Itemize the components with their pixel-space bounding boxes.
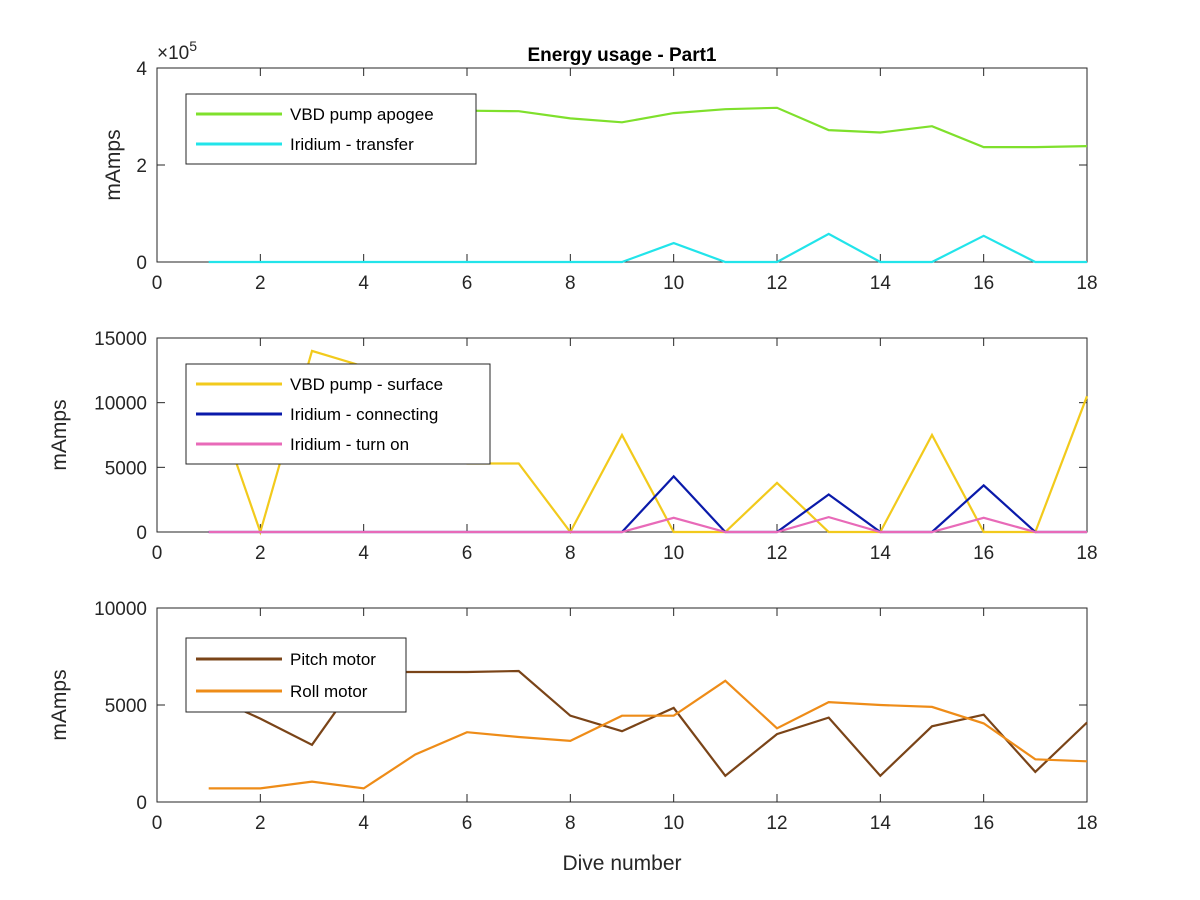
x-tick-label: 8 [565, 273, 576, 294]
y-tick-label: 10000 [94, 394, 147, 415]
subplot-3: 0 2 4 6 8 10 12 14 16 18 0 5000 10000 mAmps Dive numbe… [48, 599, 1098, 875]
x-tick-label: 4 [358, 543, 369, 564]
legend: Pitch motor Roll motor [185, 637, 407, 713]
subplot-1: 0 2 4 6 8 10 12 14 16 18 0 2 4 ×105 mAmps Energy usage … [102, 38, 1098, 294]
series-line-3 [208, 515, 1087, 534]
y-tick-label: 4 [136, 59, 147, 80]
legend-entry: Iridium - connecting [290, 405, 438, 424]
y-axis-label: mAmps [48, 399, 71, 470]
x-tick-label: 18 [1076, 543, 1097, 564]
y-tick-label: 5000 [105, 696, 147, 717]
y-tick-label: 5000 [105, 458, 147, 479]
y-tick-label: 10000 [94, 599, 147, 620]
x-tick-label: 2 [255, 813, 266, 834]
legend-box [185, 93, 477, 165]
x-tick-label: 16 [973, 273, 994, 294]
y-tick-label: 0 [136, 253, 147, 274]
x-tick-label: 6 [462, 813, 473, 834]
series-line-2 [208, 232, 1087, 264]
x-tick-label: 6 [462, 543, 473, 564]
x-tick-label: 14 [870, 273, 892, 294]
legend-entry: Roll motor [290, 682, 368, 701]
legend-entry: Pitch motor [290, 650, 376, 669]
legend-entry: VBD pump - surface [290, 375, 443, 394]
x-tick-label: 0 [152, 273, 163, 294]
y-axis-label: mAmps [48, 669, 71, 740]
x-tick-label: 10 [663, 813, 684, 834]
y-tick-label: 0 [136, 793, 147, 814]
x-tick-label: 8 [565, 543, 576, 564]
y-tick-label: 15000 [94, 329, 147, 350]
x-tick-label: 10 [663, 273, 684, 294]
x-tick-label: 0 [152, 543, 163, 564]
x-tick-label: 14 [870, 543, 892, 564]
x-tick-label: 16 [973, 543, 994, 564]
x-tick-label: 4 [358, 273, 369, 294]
legend: VBD pump - surface Iridium - connecting Ir… [185, 363, 491, 465]
x-tick-label: 2 [255, 273, 266, 294]
legend-entry: Iridium - transfer [290, 135, 414, 154]
y-tick-label: 0 [136, 523, 147, 544]
y-exponent-label: ×105 [157, 38, 197, 64]
x-tick-label: 2 [255, 543, 266, 564]
legend-entry: Iridium - turn on [290, 435, 409, 454]
chart-title: Energy usage - Part1 [527, 45, 716, 66]
x-tick-label: 10 [663, 543, 684, 564]
legend: VBD pump apogee Iridium - transfer [185, 93, 477, 165]
x-tick-label: 18 [1076, 813, 1097, 834]
legend-box [185, 637, 407, 713]
x-tick-label: 12 [766, 543, 787, 564]
x-tick-label: 14 [870, 813, 892, 834]
x-tick-label: 16 [973, 813, 994, 834]
x-tick-label: 12 [766, 273, 787, 294]
legend-entry: VBD pump apogee [290, 105, 434, 124]
x-tick-label: 0 [152, 813, 163, 834]
series-line-2 [208, 679, 1088, 790]
x-tick-label: 8 [565, 813, 576, 834]
x-tick-label: 6 [462, 273, 473, 294]
x-tick-label: 4 [358, 813, 369, 834]
x-tick-label: 12 [766, 813, 787, 834]
subplot-2: 0 2 4 6 8 10 12 14 16 18 0 5000 10000 15000 mAmps VBD p… [48, 329, 1098, 564]
x-axis-label: Dive number [562, 852, 681, 875]
y-tick-label: 2 [136, 156, 147, 177]
x-tick-label: 18 [1076, 273, 1097, 294]
y-axis-label: mAmps [102, 129, 125, 200]
